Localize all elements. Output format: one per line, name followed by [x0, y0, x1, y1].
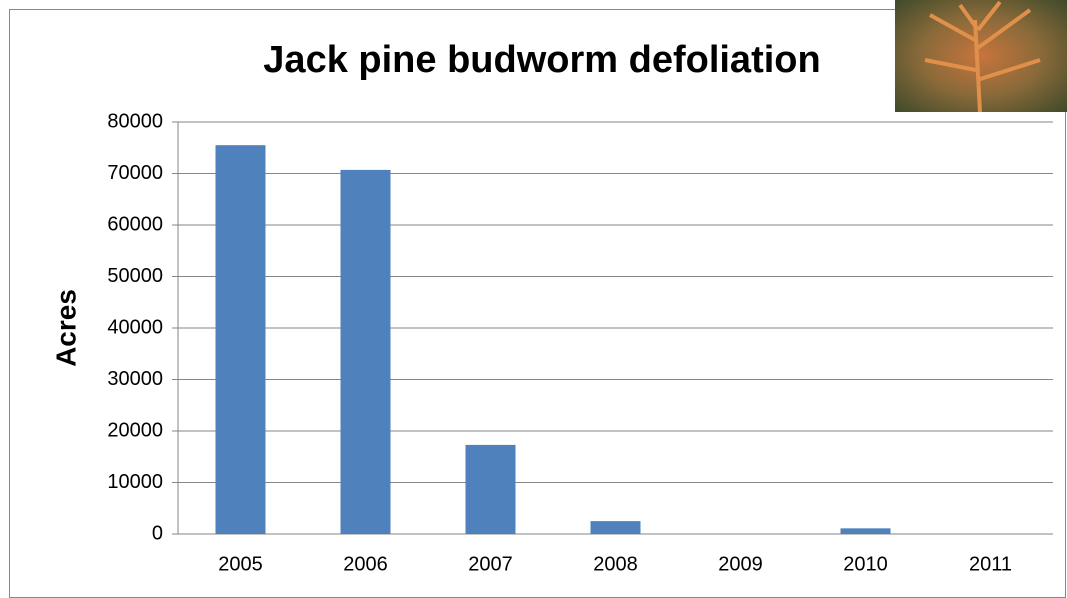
y-tick-label: 40000 [107, 316, 163, 338]
y-tick-label: 20000 [107, 419, 163, 441]
x-tick-label: 2006 [343, 553, 388, 575]
bar [465, 444, 516, 534]
photo [895, 0, 1067, 113]
x-tick-label: 2011 [969, 553, 1012, 575]
x-tick-label: 2010 [843, 553, 888, 575]
bar [840, 528, 891, 534]
y-tick-label: 70000 [107, 162, 163, 184]
bar [340, 169, 391, 534]
chart-frame [9, 9, 1066, 598]
y-tick-label: 10000 [107, 471, 163, 493]
bar [590, 521, 641, 534]
y-tick-label: 0 [152, 522, 163, 544]
x-tick-label: 2009 [718, 553, 763, 575]
y-axis-label: Acres [50, 289, 81, 367]
chart-title: Jack pine budworm defoliation [263, 39, 820, 81]
y-tick-label: 50000 [107, 265, 163, 287]
x-tick-label: 2008 [593, 553, 638, 575]
y-tick-label: 80000 [107, 110, 163, 132]
y-tick-label: 30000 [107, 368, 163, 390]
bar [215, 145, 266, 535]
x-tick-label: 2005 [218, 553, 263, 575]
y-tick-label: 60000 [107, 213, 163, 235]
x-tick-label: 2007 [468, 553, 513, 575]
